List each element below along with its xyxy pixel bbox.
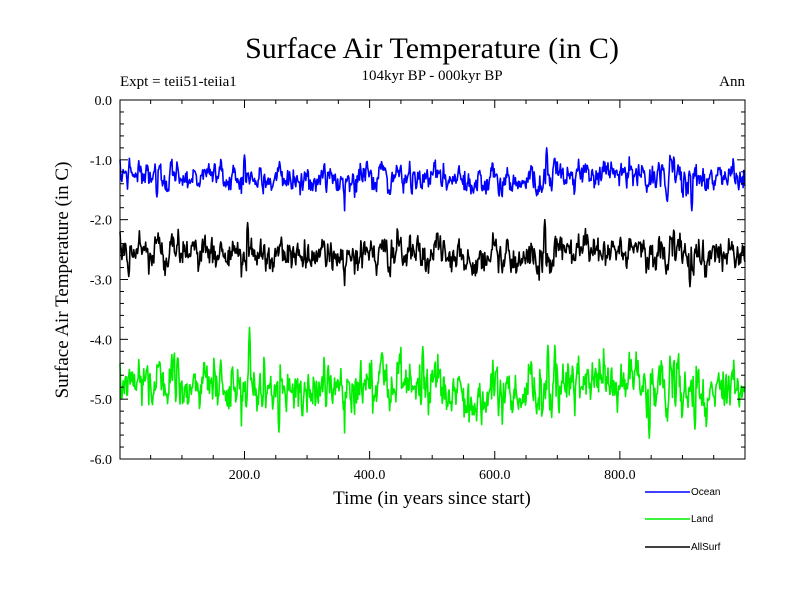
legend-label-ocean: Ocean (691, 487, 720, 498)
annotation-right: Ann (719, 74, 745, 90)
axis-ticks: 200.0 400.0 600.0 800.0 0.0 -1.0 -2.0 -3.0 -4.0 -… (90, 94, 745, 483)
x-tick-label: 600.0 (479, 468, 511, 483)
chart-subtitle: 104kyr BP - 000kyr BP (361, 68, 502, 84)
series-line-ocean (119, 147, 746, 212)
x-axis-label: Time (in years since start) (333, 488, 531, 509)
legend: Ocean Land AllSurf (645, 487, 721, 553)
plot-frame (119, 99, 746, 460)
x-tick-label: 200.0 (229, 468, 261, 483)
x-tick-label: 800.0 (604, 468, 636, 483)
y-tick-label: -4.0 (90, 333, 112, 348)
series-line-allsurf (119, 218, 746, 288)
y-tick-label: -3.0 (90, 274, 112, 289)
series-line-land (119, 326, 746, 439)
y-tick-label: 0.0 (95, 94, 113, 109)
y-tick-label: -1.0 (90, 154, 112, 169)
legend-label-land: Land (691, 514, 713, 525)
y-axis-label: Surface Air Temperature (in C) (52, 162, 73, 399)
chart-title: Surface Air Temperature (in C) (245, 32, 619, 65)
plot-lines (119, 147, 746, 439)
annotation-left: Expt = teii51-teiia1 (120, 74, 237, 90)
legend-label-allsurf: AllSurf (691, 542, 721, 553)
x-tick-label: 400.0 (354, 468, 386, 483)
y-tick-label: -2.0 (90, 214, 112, 229)
y-tick-label: -5.0 (90, 393, 112, 408)
y-tick-label: -6.0 (90, 453, 112, 468)
